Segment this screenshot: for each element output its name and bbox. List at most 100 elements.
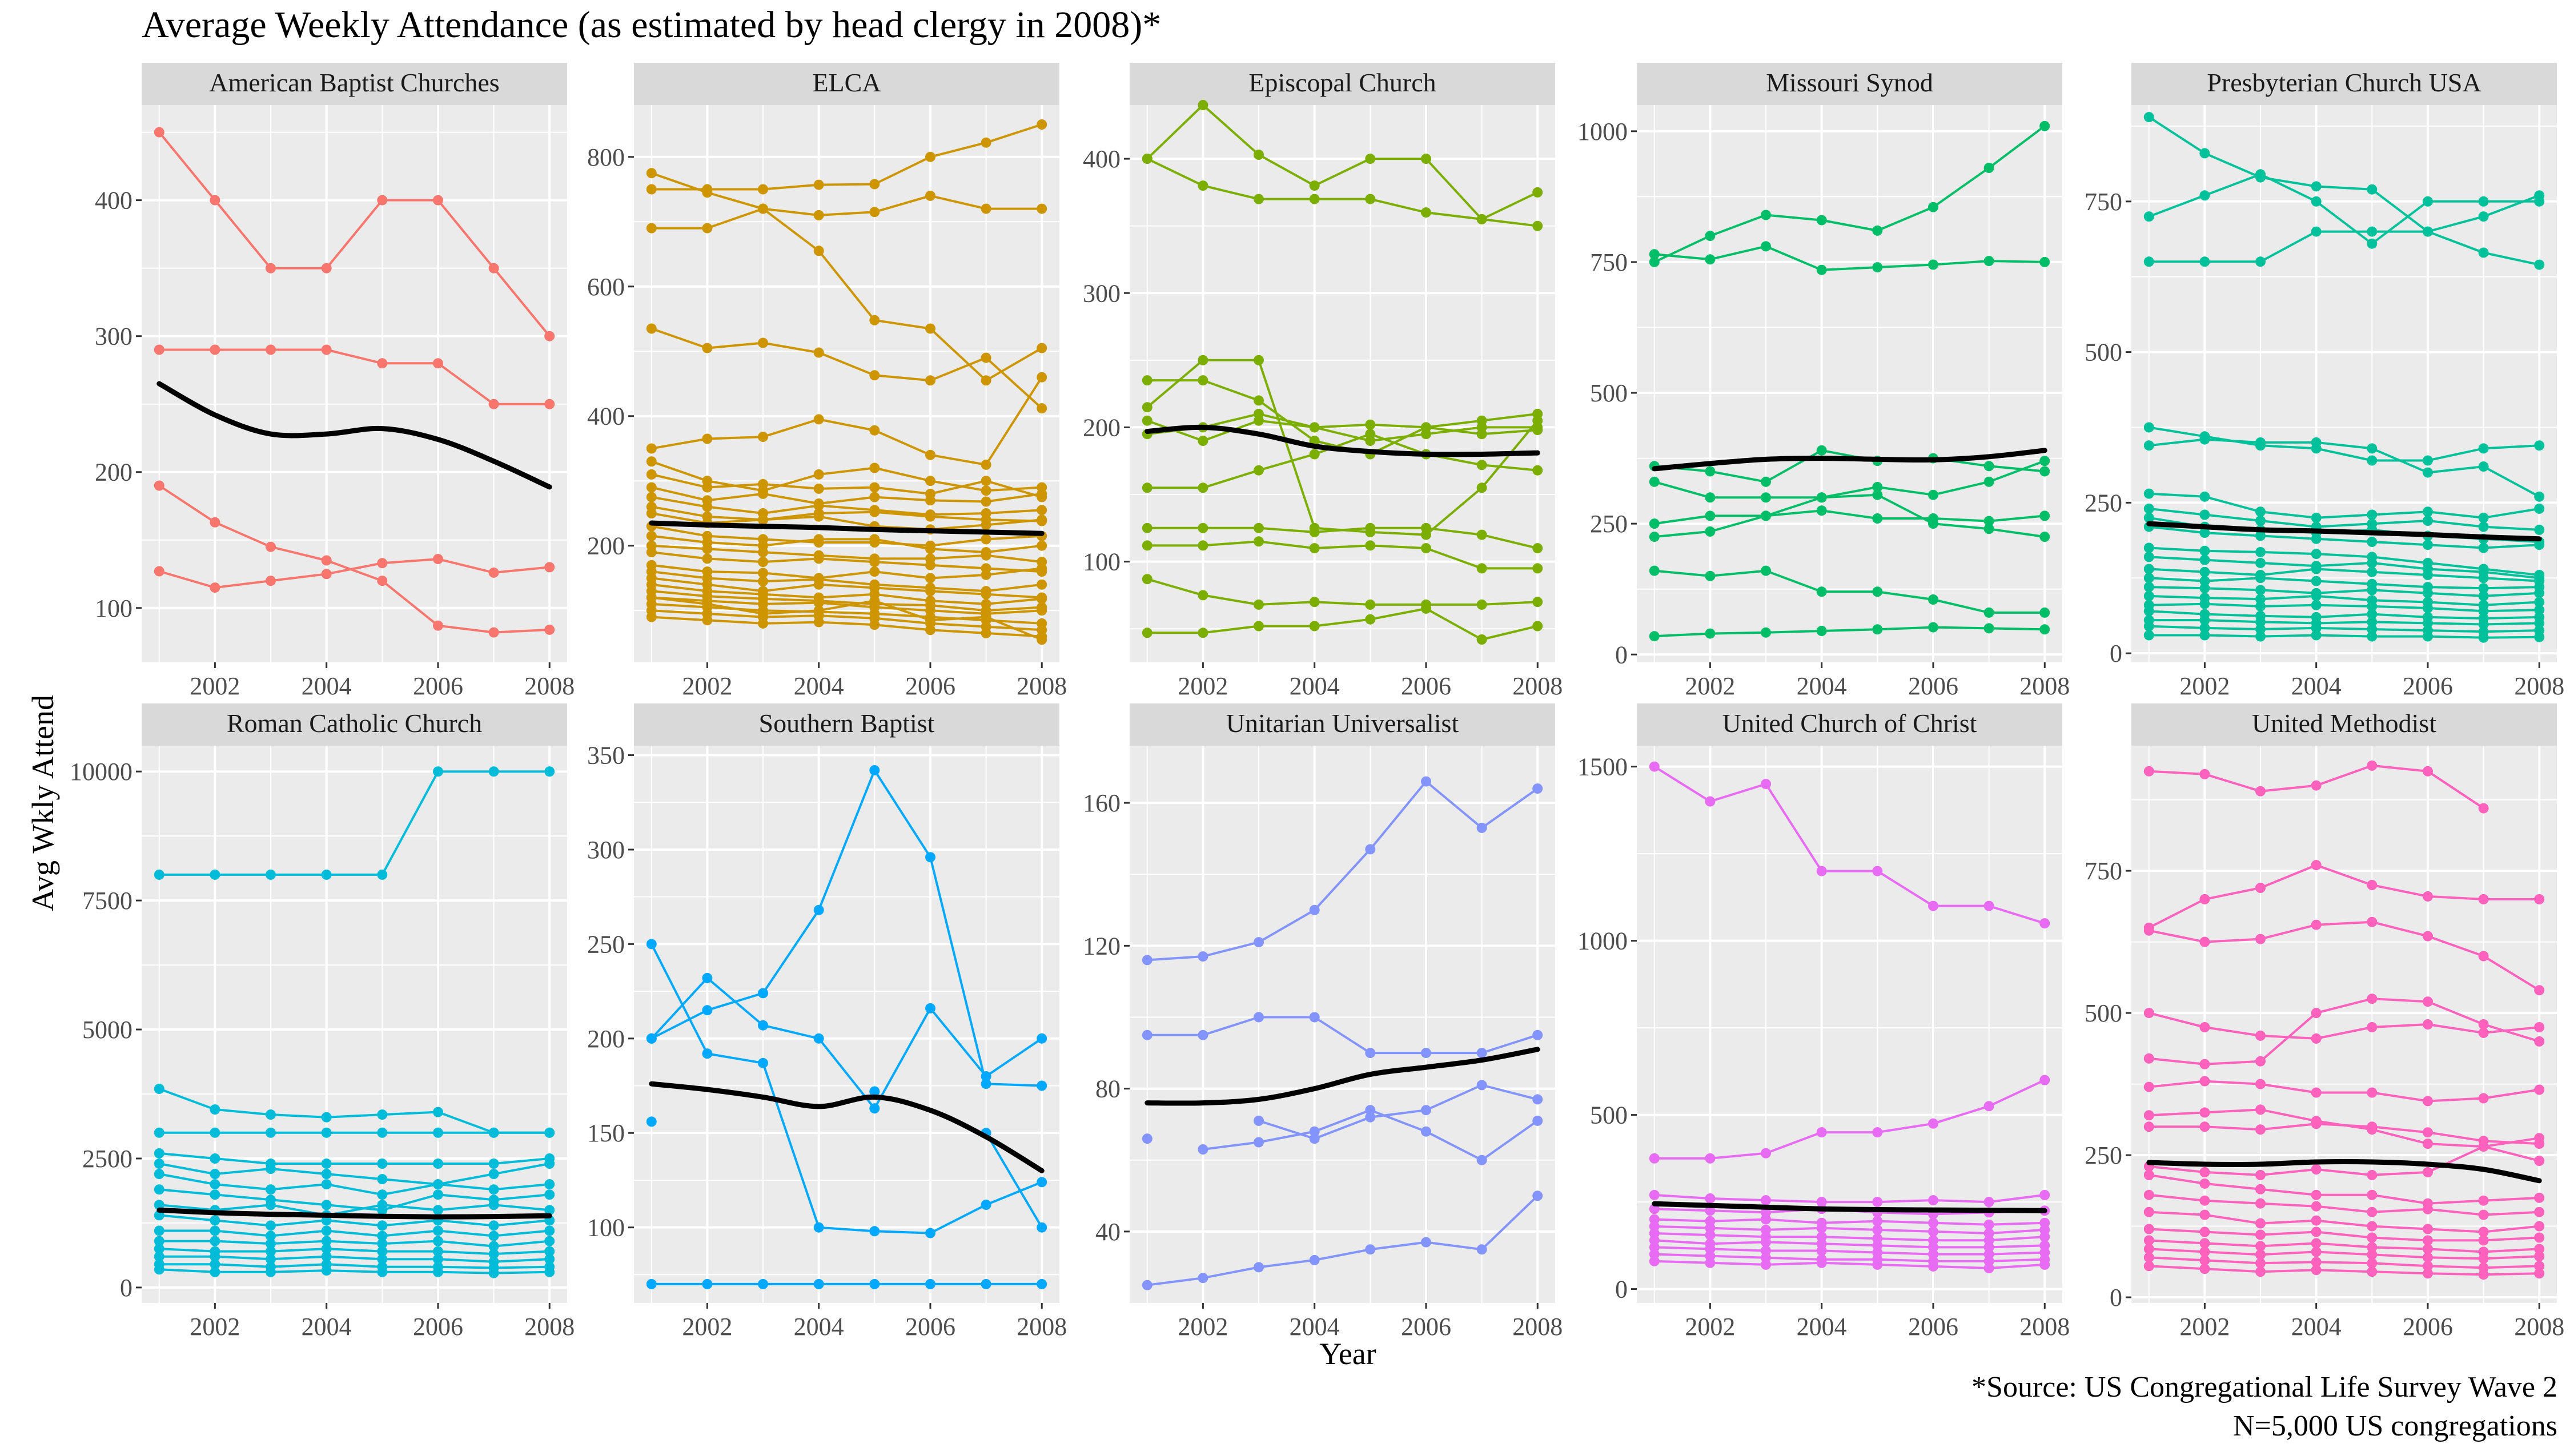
data-point	[981, 569, 991, 580]
panel-american-baptist-churches: American Baptist Churches 2002 2004 2006 200…	[95, 63, 575, 700]
data-point	[1705, 1257, 1716, 1268]
data-point	[1928, 1118, 1938, 1129]
data-point	[1254, 621, 1264, 632]
data-point	[210, 1153, 220, 1164]
data-series	[154, 127, 555, 341]
data-point	[1983, 256, 1994, 267]
data-series	[2143, 994, 2545, 1069]
x-tick-label: 2006	[413, 1313, 463, 1341]
y-tick-label: 800	[587, 143, 625, 171]
data-point	[702, 615, 713, 626]
data-point	[2478, 632, 2489, 643]
data-point	[813, 179, 824, 190]
y-tick-label: 250	[1590, 510, 1628, 538]
data-point	[1705, 570, 1716, 581]
data-point	[925, 476, 935, 486]
data-point	[1928, 489, 1938, 500]
data-point	[925, 449, 935, 460]
data-point	[1198, 355, 1208, 365]
data-point	[154, 344, 164, 355]
data-point	[1649, 518, 1660, 529]
data-point	[2039, 120, 2050, 131]
data-point	[1872, 225, 1883, 236]
data-point	[2311, 1257, 2322, 1268]
data-point	[321, 263, 332, 273]
data-point	[2423, 1139, 2433, 1149]
data-point	[1142, 375, 1153, 386]
series-line	[651, 590, 1042, 612]
data-point	[1142, 955, 1153, 966]
data-point	[210, 195, 220, 206]
data-point	[377, 1109, 388, 1120]
data-point	[544, 331, 555, 341]
data-point	[1037, 505, 1047, 516]
data-point	[2367, 557, 2378, 568]
data-point	[758, 1278, 768, 1289]
data-point	[1142, 154, 1153, 164]
data-series	[1142, 603, 1543, 645]
data-point	[321, 569, 332, 580]
data-point	[2199, 256, 2210, 267]
series-line	[1147, 578, 1538, 606]
data-series	[1142, 574, 1543, 610]
data-point	[2143, 552, 2154, 562]
data-point	[266, 1230, 276, 1241]
data-point	[2255, 1169, 2266, 1180]
data-point	[1198, 1029, 1208, 1040]
facet-strip	[142, 63, 567, 105]
y-tick-label: 300	[95, 323, 132, 351]
data-point	[2255, 631, 2266, 642]
data-point	[2255, 506, 2266, 517]
data-point	[925, 495, 935, 506]
data-point	[433, 1236, 443, 1246]
data-point	[1983, 900, 1994, 911]
data-point	[154, 1084, 164, 1094]
data-point	[377, 1246, 388, 1257]
data-series	[2143, 169, 2545, 249]
data-point	[813, 597, 824, 608]
data-point	[1705, 1230, 1716, 1241]
data-point	[925, 151, 935, 162]
series-line	[651, 172, 1042, 216]
data-point	[2039, 256, 2050, 267]
data-series	[2143, 226, 2545, 270]
data-point	[2423, 467, 2433, 478]
data-point	[2367, 537, 2378, 547]
data-point	[433, 1159, 443, 1169]
series-line	[1147, 607, 1538, 641]
data-point	[758, 203, 768, 214]
data-point	[2255, 624, 2266, 634]
data-point	[1928, 594, 1938, 605]
data-point	[2367, 184, 2378, 195]
data-point	[2423, 996, 2433, 1007]
data-point	[1816, 264, 1827, 275]
series-line	[2149, 1012, 2540, 1040]
series-line	[1654, 1260, 2045, 1269]
data-point	[2311, 1238, 2322, 1249]
data-point	[154, 1251, 164, 1262]
data-series	[154, 1244, 555, 1260]
data-point	[488, 627, 499, 638]
data-point	[646, 492, 657, 502]
series-line	[159, 348, 550, 405]
data-series	[1649, 622, 2050, 642]
data-point	[702, 553, 713, 564]
x-tick-label: 2006	[1401, 1313, 1451, 1341]
data-point	[981, 1200, 991, 1210]
data-point	[2367, 601, 2378, 612]
series-line	[2149, 1173, 2540, 1205]
y-tick-label: 0	[2110, 1284, 2122, 1312]
data-point	[2143, 256, 2154, 267]
data-point	[2143, 440, 2154, 451]
data-point	[758, 988, 768, 999]
data-point	[321, 1225, 332, 1236]
data-point	[1309, 1133, 1320, 1144]
data-point	[1705, 1222, 1716, 1233]
data-point	[488, 1268, 499, 1278]
data-point	[2311, 564, 2322, 574]
data-point	[2199, 190, 2210, 201]
data-point	[2423, 588, 2433, 598]
data-point	[2199, 1059, 2210, 1069]
data-point	[1037, 1080, 1047, 1091]
data-point	[1198, 522, 1208, 533]
